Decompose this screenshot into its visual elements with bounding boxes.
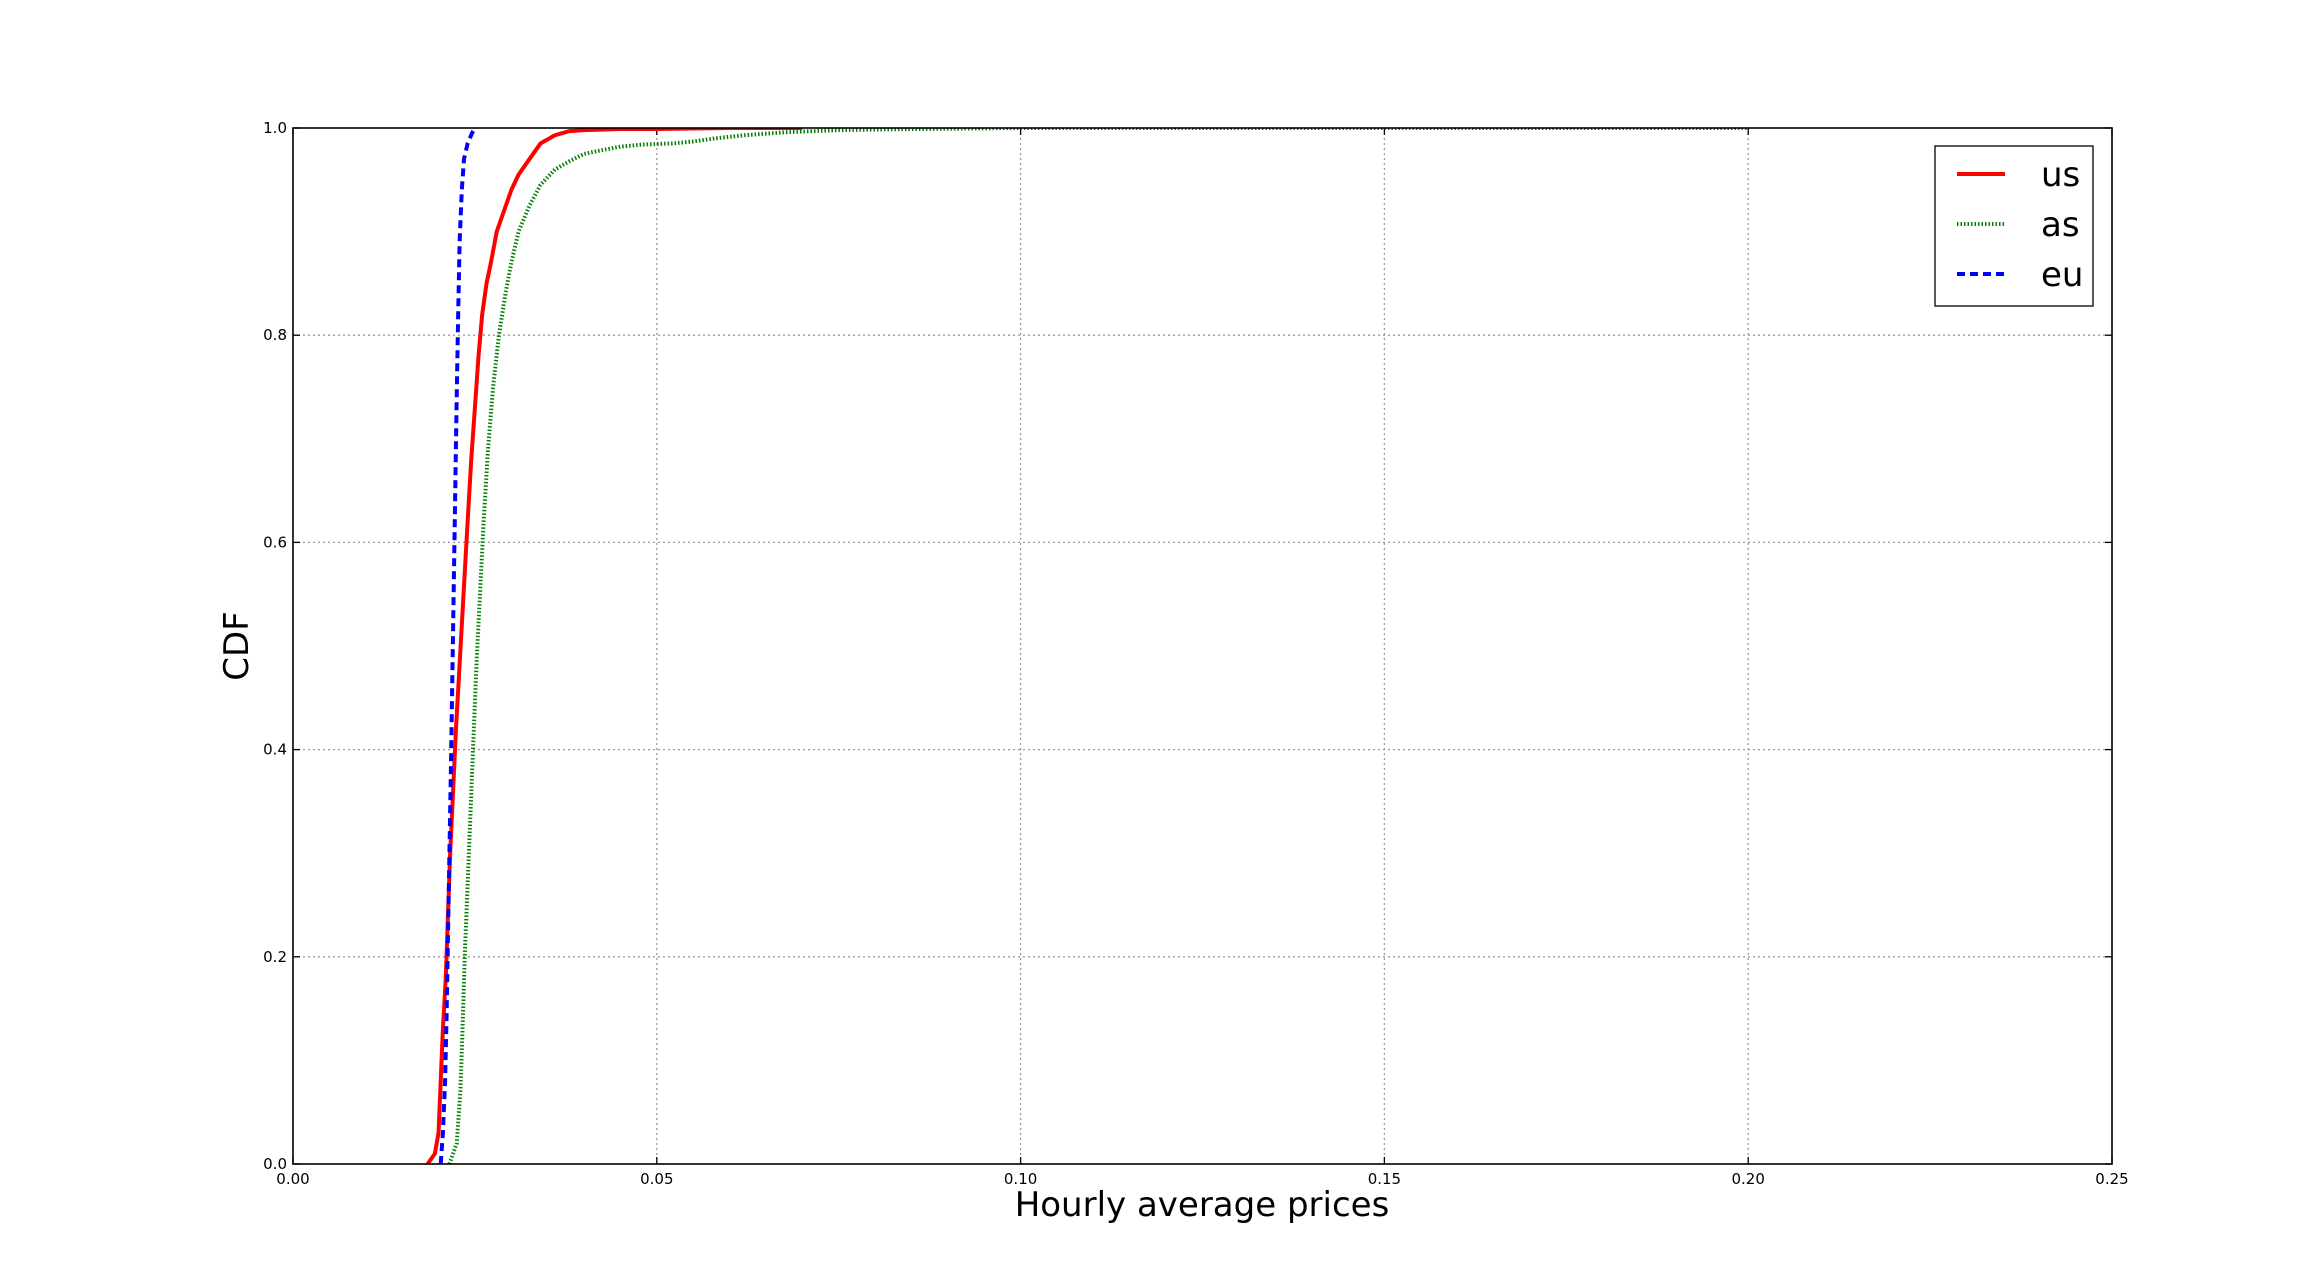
plot-frame — [292, 127, 2113, 1165]
series-line-as — [447, 128, 1749, 1164]
x-tick-label: 0.00 — [276, 1170, 309, 1188]
x-tick-label: 0.25 — [2095, 1170, 2128, 1188]
plot-area — [425, 128, 1749, 1164]
y-axis-label: CDF — [217, 611, 257, 680]
x-tick-label: 0.20 — [1731, 1170, 1764, 1188]
x-tick-labels: 0.00 0.05 0.10 0.15 0.20 0.25 — [276, 1170, 2128, 1188]
series-line-us — [425, 128, 803, 1164]
legend: us as eu — [1934, 145, 2094, 307]
legend-label-eu: eu — [2041, 255, 2083, 295]
y-tick-label: 0.2 — [263, 948, 287, 966]
x-axis-label: Hourly average prices — [1015, 1185, 1390, 1225]
y-tick-label: 0.6 — [263, 533, 287, 551]
legend-label-as: as — [2041, 205, 2080, 245]
data-series — [425, 128, 1749, 1164]
x-tick-label: 0.15 — [1368, 1170, 1401, 1188]
y-tick-label: 0.8 — [263, 326, 287, 344]
y-tick-label: 0.0 — [263, 1155, 287, 1173]
y-tick-label: 0.4 — [263, 741, 287, 759]
x-tick-label: 0.10 — [1004, 1170, 1037, 1188]
y-tick-label: 1.0 — [263, 119, 287, 137]
x-tick-label: 0.05 — [640, 1170, 673, 1188]
series-line-eu — [438, 128, 477, 1164]
grid-lines — [293, 128, 2112, 1164]
legend-label-us: us — [2041, 155, 2080, 195]
y-tick-labels: 0.0 0.2 0.4 0.6 0.8 1.0 — [263, 119, 287, 1173]
